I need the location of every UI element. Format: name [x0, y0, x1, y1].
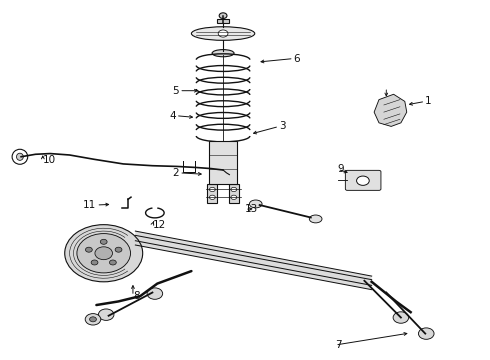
Circle shape: [90, 317, 97, 322]
Circle shape: [357, 176, 369, 185]
Text: 6: 6: [294, 54, 300, 64]
Circle shape: [65, 225, 143, 282]
Text: 7: 7: [335, 340, 342, 350]
Circle shape: [418, 328, 434, 339]
Ellipse shape: [192, 27, 255, 40]
Bar: [209, 141, 237, 184]
Polygon shape: [374, 94, 407, 126]
Text: 2: 2: [172, 168, 179, 178]
Text: 3: 3: [279, 121, 286, 131]
Bar: [207, 184, 217, 203]
Ellipse shape: [17, 153, 24, 160]
Ellipse shape: [12, 149, 28, 164]
Ellipse shape: [309, 215, 322, 223]
Circle shape: [100, 239, 107, 244]
Polygon shape: [135, 231, 372, 290]
Circle shape: [98, 309, 114, 320]
Text: 13: 13: [245, 204, 258, 214]
Ellipse shape: [212, 50, 234, 57]
Circle shape: [393, 312, 409, 323]
Circle shape: [95, 247, 113, 260]
Circle shape: [77, 234, 130, 273]
Circle shape: [115, 247, 122, 252]
Circle shape: [219, 13, 227, 18]
Circle shape: [91, 260, 98, 265]
Circle shape: [231, 187, 237, 192]
Text: 4: 4: [169, 111, 176, 121]
Text: 11: 11: [83, 200, 97, 210]
Text: 9: 9: [338, 164, 344, 174]
Text: 10: 10: [43, 156, 56, 165]
Circle shape: [85, 314, 101, 325]
Bar: [229, 184, 239, 203]
Circle shape: [218, 30, 228, 37]
Text: 8: 8: [133, 291, 140, 301]
Circle shape: [147, 288, 163, 299]
Circle shape: [209, 187, 215, 192]
Text: 12: 12: [152, 220, 166, 230]
Circle shape: [109, 260, 116, 265]
Circle shape: [231, 195, 237, 199]
FancyBboxPatch shape: [345, 170, 381, 190]
FancyBboxPatch shape: [217, 18, 229, 23]
Circle shape: [209, 195, 215, 199]
Circle shape: [85, 247, 92, 252]
Ellipse shape: [249, 200, 262, 208]
Text: 5: 5: [172, 86, 179, 96]
Text: 1: 1: [425, 96, 432, 107]
